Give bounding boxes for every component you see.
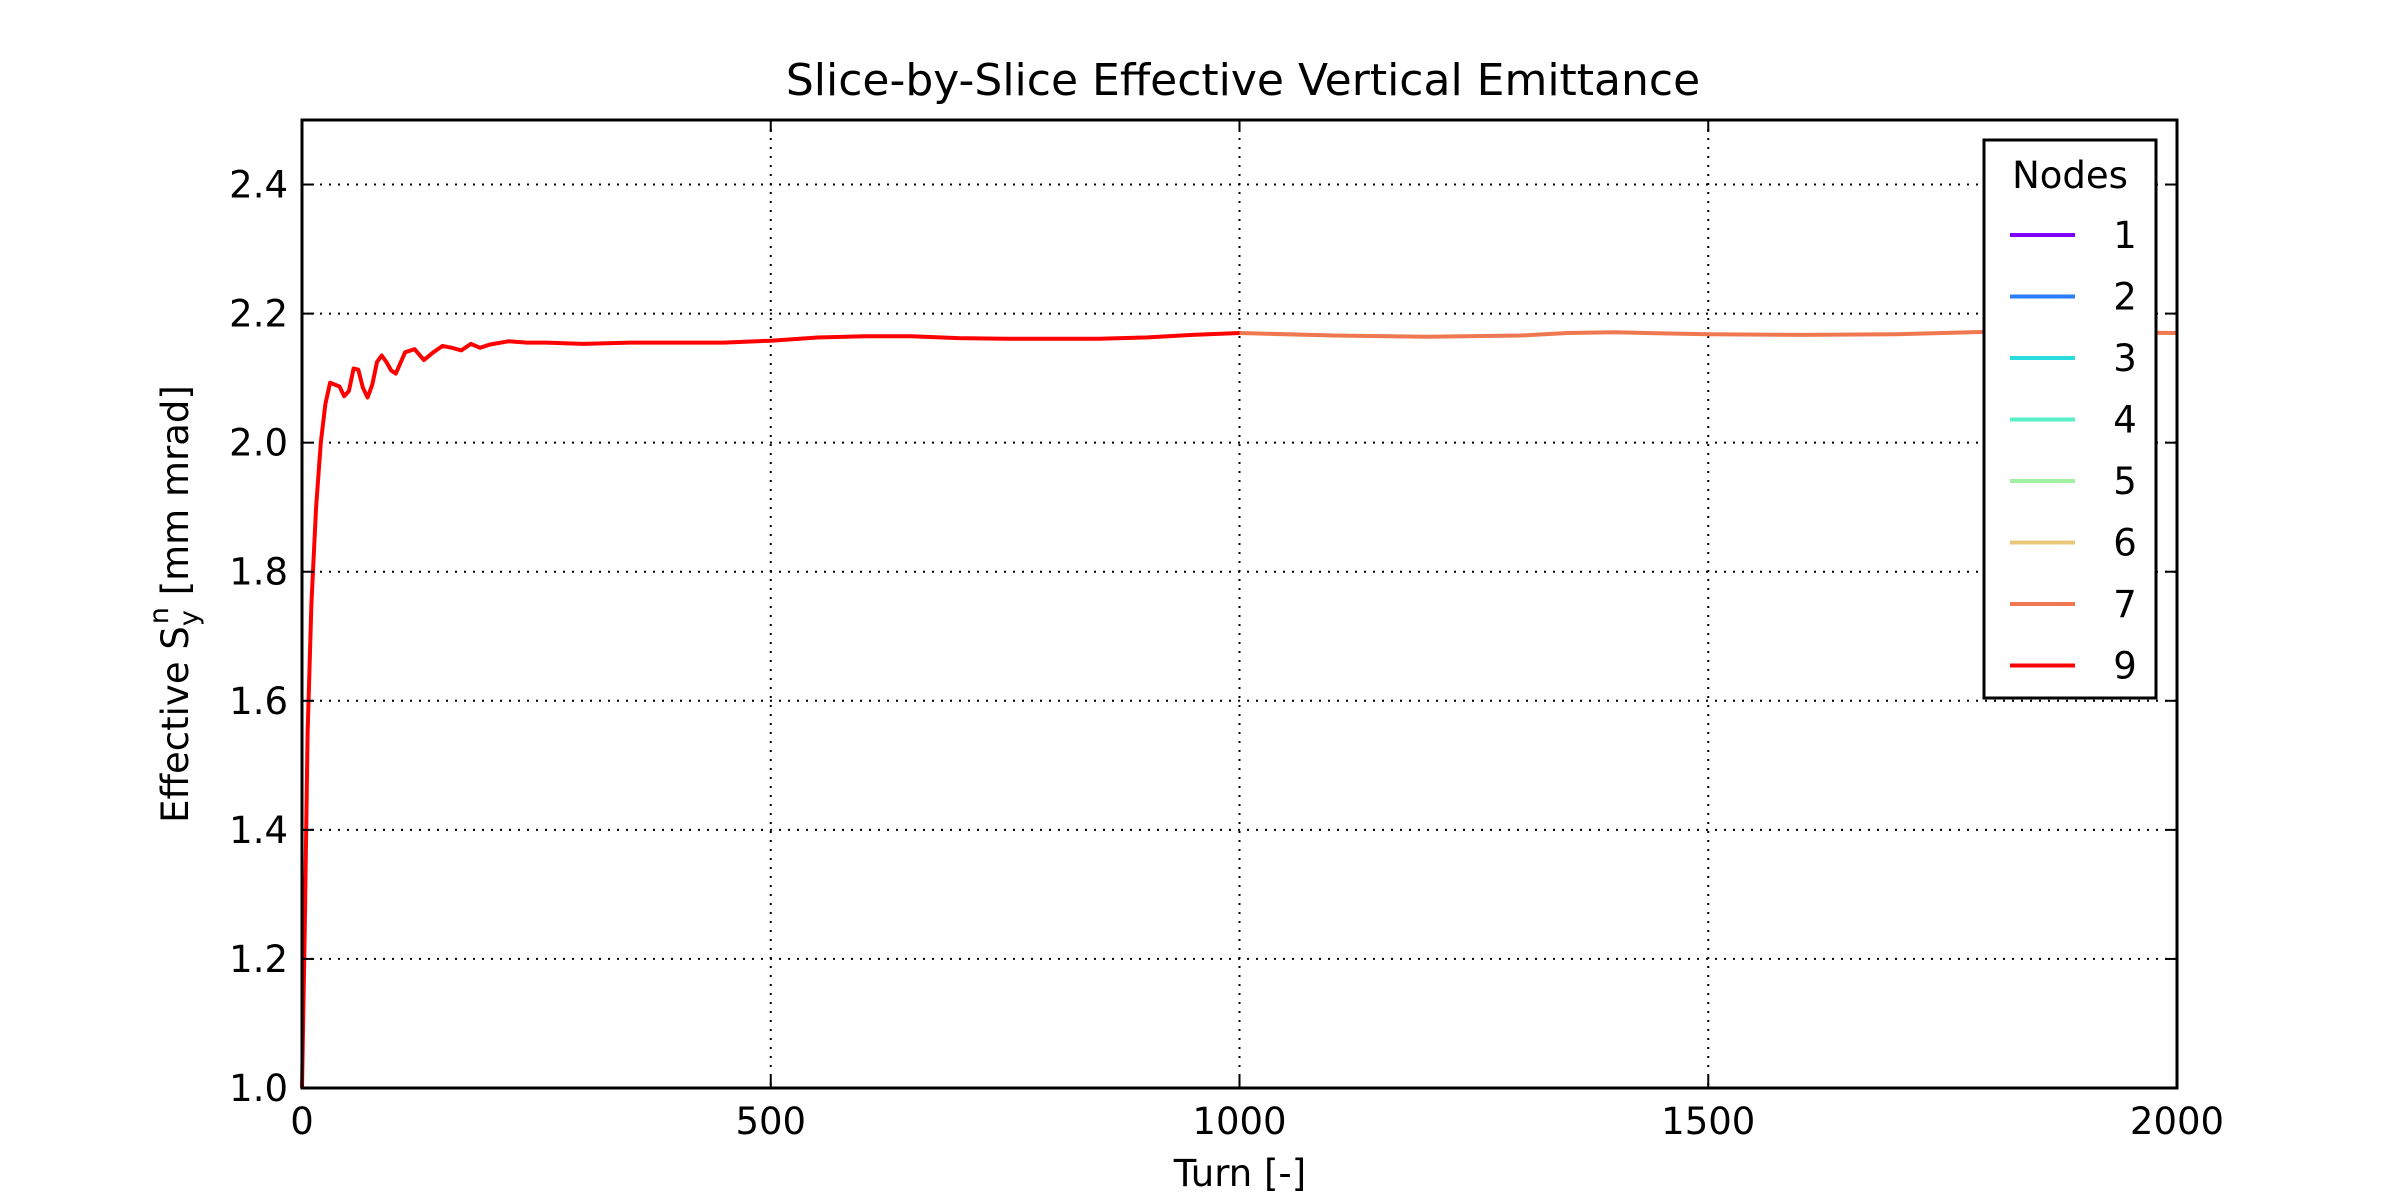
y-tick-label: 2.4 xyxy=(229,164,288,207)
y-axis-label: Effective Syn [mm mrad] xyxy=(144,385,205,823)
legend-label-node-1: 1 xyxy=(2113,214,2137,257)
axis-ticks: 0 500 1000 1500 2000 1.0 1.2 1.4 1.6 1.8 2.0 2.2 2.4 xyxy=(229,120,2224,1143)
y-tick-label: 2.2 xyxy=(229,293,288,336)
y-axis-label-suffix: [mm mrad] xyxy=(154,385,197,607)
legend-label-node-4: 4 xyxy=(2113,399,2137,442)
legend-label-node-3: 3 xyxy=(2113,337,2137,380)
series-line-node-9 xyxy=(300,331,1240,1089)
legend-entries: 1 2 3 4 5 6 7 9 xyxy=(2010,214,2137,688)
x-tick-label: 500 xyxy=(735,1100,806,1143)
legend-label-node-2: 2 xyxy=(2113,276,2137,319)
y-axis-label-prefix: Effective S xyxy=(154,626,197,823)
y-tick-label: 1.8 xyxy=(229,551,288,594)
x-tick-label: 1500 xyxy=(1661,1100,1755,1143)
x-axis-label: Turn [-] xyxy=(1173,1152,1306,1195)
y-tick-label: 1.2 xyxy=(229,938,288,981)
y-tick-label: 1.0 xyxy=(229,1067,288,1110)
x-tick-label: 2000 xyxy=(2130,1100,2224,1143)
legend-label-node-5: 5 xyxy=(2113,460,2137,503)
y-axis-label-superscript: n xyxy=(144,607,175,624)
legend-label-node-6: 6 xyxy=(2113,522,2137,565)
x-tick-label: 1000 xyxy=(1192,1100,1286,1143)
chart-title: Slice-by-Slice Effective Vertical Emitta… xyxy=(786,55,1700,106)
x-tick-label: 0 xyxy=(290,1100,314,1143)
grid xyxy=(302,120,2177,1088)
y-axis-label-subscript: y xyxy=(174,610,205,626)
y-tick-label: 1.6 xyxy=(229,680,288,723)
y-tick-label: 2.0 xyxy=(229,422,288,465)
legend-label-node-9: 9 xyxy=(2113,645,2137,688)
legend-title: Nodes xyxy=(2012,154,2128,197)
y-tick-label: 1.4 xyxy=(229,809,288,852)
legend-label-node-7: 7 xyxy=(2113,583,2137,626)
legend: Nodes 1 2 3 4 5 6 7 9 xyxy=(1982,138,2158,700)
